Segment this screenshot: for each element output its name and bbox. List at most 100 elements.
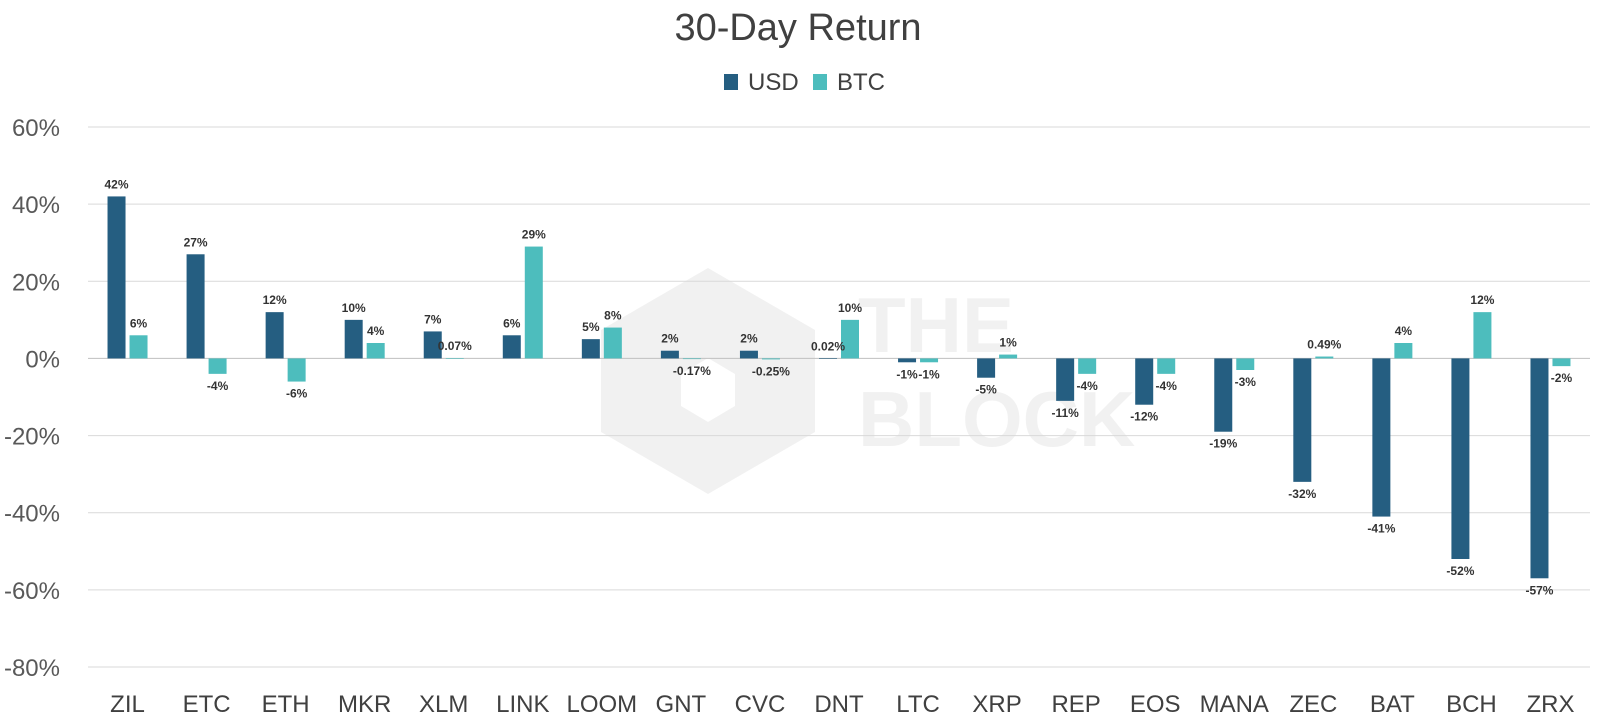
data-label-usd: -1% bbox=[896, 367, 918, 381]
x-tick-label: XLM bbox=[419, 691, 468, 718]
y-tick-label: 0% bbox=[25, 346, 60, 373]
data-label-usd: -19% bbox=[1209, 437, 1237, 451]
bar-btc bbox=[366, 343, 385, 359]
x-tick-label: LOOM bbox=[566, 691, 637, 718]
bar-usd bbox=[660, 350, 679, 359]
data-labels: 42%6%27%-4%12%-6%10%4%7%0.07%6%29%5%8%2%… bbox=[105, 177, 1573, 597]
bar-btc bbox=[1315, 356, 1334, 359]
data-label-usd: 2% bbox=[661, 332, 679, 346]
data-label-usd: 6% bbox=[503, 316, 521, 330]
data-label-usd: -32% bbox=[1288, 487, 1316, 501]
data-label-btc: 0.49% bbox=[1307, 338, 1341, 352]
bar-btc bbox=[999, 354, 1018, 359]
bar-usd bbox=[581, 339, 600, 359]
data-label-usd: 42% bbox=[105, 177, 129, 191]
bar-usd bbox=[1530, 358, 1549, 579]
watermark-line1: THE bbox=[858, 281, 1014, 369]
watermark-logo: THE BLOCK bbox=[601, 268, 1135, 494]
data-label-btc: 1% bbox=[999, 336, 1017, 350]
y-axis: 60% 40% 20% 0% -20% -40% -60% -80% bbox=[4, 115, 60, 682]
y-tick-label: 20% bbox=[12, 269, 60, 296]
data-label-btc: 10% bbox=[838, 301, 862, 315]
bar-usd bbox=[898, 358, 917, 363]
legend-swatch-usd bbox=[724, 74, 738, 90]
bar-usd bbox=[502, 335, 521, 359]
y-tick-label: -60% bbox=[4, 578, 60, 605]
data-label-btc: 4% bbox=[1395, 324, 1413, 338]
data-label-btc: -0.25% bbox=[752, 364, 790, 378]
legend: USD BTC bbox=[724, 69, 885, 96]
bar-btc bbox=[920, 358, 939, 363]
y-tick-label: -80% bbox=[4, 655, 60, 682]
bar-usd bbox=[1372, 358, 1391, 517]
x-tick-label: MANA bbox=[1200, 691, 1269, 718]
data-label-usd: -5% bbox=[975, 383, 997, 397]
bar-usd bbox=[344, 319, 363, 359]
legend-swatch-btc bbox=[813, 74, 827, 90]
chart-title: 30-Day Return bbox=[674, 7, 921, 49]
data-label-usd: -52% bbox=[1446, 564, 1474, 578]
x-tick-label: REP bbox=[1051, 691, 1100, 718]
y-tick-label: -20% bbox=[4, 424, 60, 451]
x-tick-label: BCH bbox=[1446, 691, 1497, 718]
bar-btc bbox=[208, 358, 227, 374]
bar-usd bbox=[1293, 358, 1312, 482]
bar-usd bbox=[977, 358, 996, 378]
bar-btc bbox=[445, 358, 464, 359]
data-label-btc: 6% bbox=[130, 316, 148, 330]
data-label-btc: -6% bbox=[286, 387, 308, 401]
data-label-usd: 7% bbox=[424, 312, 442, 326]
bar-btc bbox=[1473, 312, 1492, 359]
data-label-btc: 12% bbox=[1470, 293, 1494, 307]
bar-btc bbox=[761, 358, 780, 360]
x-tick-label: ETH bbox=[262, 691, 310, 718]
x-tick-label: ZRX bbox=[1526, 691, 1574, 718]
x-tick-label: ZIL bbox=[110, 691, 145, 718]
y-tick-label: 40% bbox=[12, 192, 60, 219]
x-axis: ZIL ETC ETH MKR XLM LINK LOOM GNT CVC DNT LTC XRP RE… bbox=[110, 691, 1574, 718]
data-label-usd: 27% bbox=[184, 235, 208, 249]
bar-usd bbox=[819, 358, 837, 359]
x-tick-label: EOS bbox=[1130, 691, 1181, 718]
data-label-btc: -0.17% bbox=[673, 364, 711, 378]
bar-btc bbox=[1236, 358, 1255, 370]
bar-btc bbox=[524, 246, 543, 359]
data-label-btc: -1% bbox=[918, 367, 940, 381]
bar-usd bbox=[265, 312, 284, 359]
bar-usd bbox=[1135, 358, 1154, 405]
bar-btc bbox=[287, 358, 306, 382]
bar-btc bbox=[841, 319, 859, 359]
x-tick-label: GNT bbox=[656, 691, 707, 718]
legend-label-usd: USD bbox=[748, 69, 799, 96]
bar-usd bbox=[107, 196, 126, 359]
x-tick-label: ZEC bbox=[1289, 691, 1337, 718]
data-label-usd: -57% bbox=[1525, 583, 1553, 597]
data-label-btc: 4% bbox=[367, 324, 385, 338]
watermark-inner-hexagon-icon bbox=[681, 358, 735, 422]
bar-btc bbox=[1552, 358, 1571, 367]
bar-btc bbox=[603, 327, 622, 359]
data-label-usd: 2% bbox=[740, 332, 758, 346]
y-tick-label: 60% bbox=[12, 115, 60, 142]
bar-btc bbox=[1394, 343, 1413, 359]
data-label-btc: -4% bbox=[1156, 379, 1178, 393]
data-label-usd: 0.02% bbox=[811, 339, 845, 353]
data-label-usd: -11% bbox=[1051, 406, 1079, 420]
x-tick-label: ETC bbox=[183, 691, 231, 718]
x-tick-label: LTC bbox=[896, 691, 940, 718]
data-label-btc: 0.07% bbox=[438, 339, 472, 353]
x-tick-label: MKR bbox=[338, 691, 391, 718]
bar-btc bbox=[1157, 358, 1176, 374]
bar-usd bbox=[1451, 358, 1470, 559]
legend-label-btc: BTC bbox=[837, 69, 885, 96]
data-label-usd: 5% bbox=[582, 320, 600, 334]
data-label-usd: 12% bbox=[263, 293, 287, 307]
x-tick-label: XRP bbox=[972, 691, 1021, 718]
bar-usd bbox=[1056, 358, 1075, 401]
x-tick-label: BAT bbox=[1370, 691, 1415, 718]
bar-usd bbox=[186, 254, 205, 359]
data-label-btc: -3% bbox=[1235, 375, 1257, 389]
bar-usd bbox=[739, 350, 758, 359]
